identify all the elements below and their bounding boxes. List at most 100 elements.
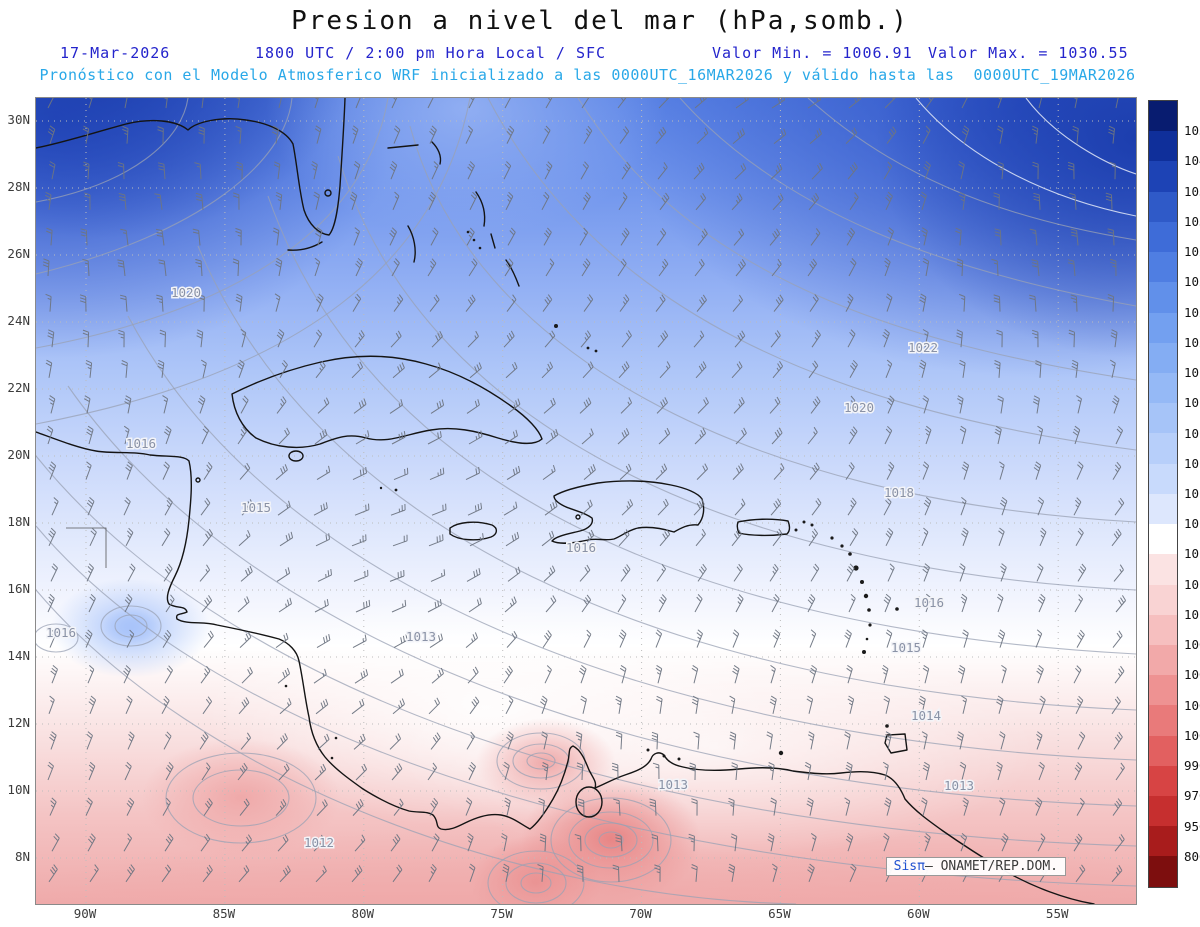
colorbar-tick-label: 990 <box>1184 758 1200 774</box>
colorbar-segment <box>1149 221 1177 253</box>
colorbar-tick-label: 1006 <box>1184 667 1200 683</box>
contour-label: 1016 <box>914 595 944 610</box>
lat-label: 24N <box>7 313 30 328</box>
badge-separator: – <box>924 859 941 874</box>
lon-label: 55W <box>1045 906 1069 921</box>
colorbar-tick-label: 1013 <box>1184 546 1200 562</box>
colorbar-segment <box>1149 796 1177 827</box>
lon-label: 60W <box>907 906 930 921</box>
colorbar-segment <box>1149 342 1177 373</box>
lat-label: 28N <box>7 179 30 194</box>
contour-label: 1013 <box>406 629 436 644</box>
colorbar-tick-label: 1022 <box>1184 304 1200 320</box>
colorbar-segment <box>1149 372 1177 404</box>
colorbar-segment <box>1149 826 1177 857</box>
colorbar-tick-label: 1050 <box>1184 123 1200 139</box>
lon-label: 65W <box>768 906 791 921</box>
colorbar-segment <box>1149 433 1177 464</box>
value-min: Valor Min. = 1006.91 <box>712 44 913 62</box>
wind-barbs <box>42 98 1127 883</box>
contour-label: 1012 <box>304 835 334 850</box>
colorbar-tick-label: 970 <box>1184 788 1200 804</box>
colorbar-tick-label: 1014 <box>1184 516 1200 532</box>
lon-label: 80W <box>351 906 375 921</box>
colorbar-segment <box>1149 584 1177 615</box>
map-canvas: 1020 1016 1015 1016 1013 1016 1022 1020 1018 1016… <box>35 97 1137 905</box>
contour-label: 1015 <box>241 500 271 515</box>
colorbar-tick-label: 1020 <box>1184 334 1200 350</box>
colorbar-segment <box>1149 463 1177 494</box>
forecast-time: 1800 UTC / 2:00 pm Hora Local / SFC <box>255 44 607 62</box>
colorbar-segment <box>1149 101 1177 132</box>
contour-label: 1016 <box>126 436 156 451</box>
colorbar-segment <box>1149 856 1177 887</box>
contour-label: 1013 <box>658 777 688 792</box>
contour-label: 1015 <box>891 640 921 655</box>
colorbar-tick-label: 1018 <box>1184 395 1200 411</box>
colorbar-segment <box>1149 493 1177 525</box>
colorbar-segment <box>1149 705 1177 736</box>
colorbar-tick-label: 1000 <box>1184 727 1200 743</box>
lat-label: 18N <box>7 514 30 529</box>
contour-label: 1018 <box>884 485 914 500</box>
colorbar-tick-label: 1019 <box>1184 365 1200 381</box>
colorbar-tick-label: 1002 <box>1184 697 1200 713</box>
contour-label: 1020 <box>844 400 874 415</box>
lat-label: 10N <box>7 782 30 797</box>
contour-label: 1013 <box>944 778 974 793</box>
colorbar-segment <box>1149 131 1177 162</box>
colorbar-segment <box>1149 765 1177 797</box>
contour-label: 1016 <box>566 540 596 555</box>
colorbar-tick-label: 1008 <box>1184 637 1200 653</box>
lon-label: 85W <box>212 906 236 921</box>
colorbar-tick-label: 1030 <box>1184 213 1200 229</box>
lat-label: 16N <box>7 581 30 596</box>
contour-label: 1014 <box>911 708 941 723</box>
coastlines <box>36 98 1095 904</box>
colorbar-segment <box>1149 675 1177 706</box>
colorbar-tick-label: 800 <box>1184 848 1200 864</box>
page-title: Presion a nivel del mar (hPa,somb.) <box>291 6 909 36</box>
lat-label: 22N <box>7 380 30 395</box>
contour-label: 1020 <box>171 285 201 300</box>
colorbar-tick-label: 950 <box>1184 818 1200 834</box>
lon-label: 75W <box>490 906 513 921</box>
colorbar-segment <box>1149 735 1177 766</box>
model-info-line: Pronóstico con el Modelo Atmosferico WRF… <box>39 66 1136 84</box>
colorbar-tick-label: 1015 <box>1184 486 1200 501</box>
isobar-labels: 1020 1016 1015 1016 1013 1016 1022 1020 1018 1016… <box>44 284 975 852</box>
latlon-grid <box>36 98 1136 904</box>
colorbar-segment <box>1149 161 1177 192</box>
colorbar-tick-label: 1012 <box>1184 576 1200 592</box>
colorbar-segment <box>1149 403 1177 434</box>
lat-label: 8N <box>14 849 30 864</box>
lon-label: 70W <box>629 906 652 921</box>
lat-label: 20N <box>7 447 30 462</box>
contour-label: 1016 <box>46 625 76 640</box>
colorbar <box>1148 100 1178 888</box>
colorbar-tick-label: 1028 <box>1184 244 1200 260</box>
forecast-date: 17-Mar-2026 <box>60 44 171 62</box>
lat-label: 12N <box>7 715 30 730</box>
colorbar-segment <box>1149 524 1177 555</box>
colorbar-segment <box>1149 614 1177 645</box>
colorbar-segment <box>1149 191 1177 222</box>
pressure-shading <box>36 98 1136 904</box>
value-max: Valor Max. = 1030.55 <box>928 44 1129 62</box>
colorbar-tick-label: 1016 <box>1184 455 1200 471</box>
colorbar-segment <box>1149 644 1177 676</box>
sispi-logo: Sisπ <box>893 859 925 874</box>
colorbar-segment <box>1149 312 1177 343</box>
lon-label: 90W <box>73 906 97 921</box>
colorbar-tick-label: 1025 <box>1184 274 1200 290</box>
branding-badge: Sisπ– ONAMET/REP.DOM. <box>885 857 1066 876</box>
colorbar-tick-label: 1017 <box>1184 425 1200 441</box>
colorbar-segment <box>1149 282 1177 313</box>
contour-label: 1022 <box>908 340 938 355</box>
lat-label: 14N <box>7 648 30 663</box>
org-name: ONAMET/REP.DOM. <box>940 859 1058 874</box>
lat-label: 26N <box>7 246 30 261</box>
pressure-field-map: 1020 1016 1015 1016 1013 1016 1022 1020 1018 1016… <box>36 98 1136 904</box>
